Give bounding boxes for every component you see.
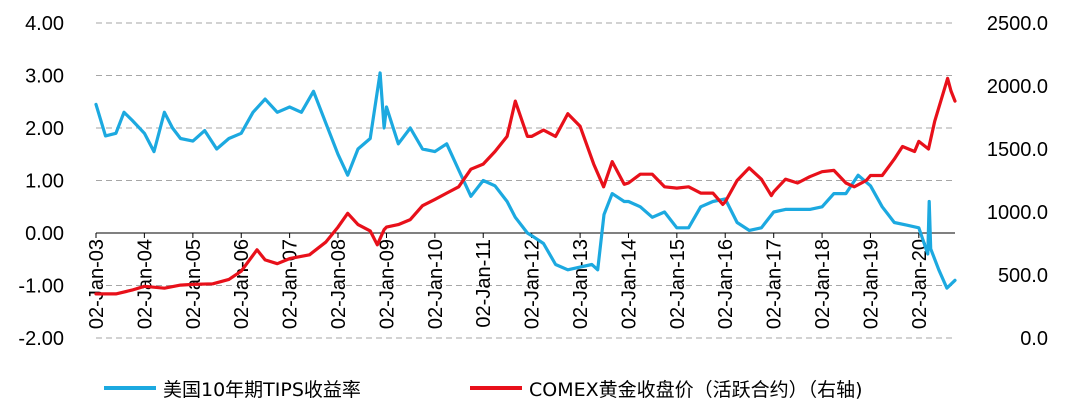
legend: 美国10年期TIPS收益率 COMEX黄金收盘价（活跃合约）（右轴)	[104, 379, 863, 401]
x-tick-label: 02-Jan-03	[86, 239, 108, 329]
x-tick-label: 02-Jan-10	[425, 239, 447, 329]
x-axis: 02-Jan-03 02-Jan-04 02-Jan-05 02-Jan-06 02-J…	[86, 232, 955, 329]
left-tick-label: 4.00	[25, 13, 64, 35]
x-tick-label: 02-Jan-12	[522, 239, 544, 329]
left-tick-label: 0.00	[25, 223, 64, 245]
x-tick-label: 02-Jan-17	[764, 239, 786, 329]
right-tick-label: 2500.0	[987, 13, 1048, 35]
x-tick-label: 02-Jan-07	[280, 239, 302, 329]
x-tick-label: 02-Jan-20	[909, 239, 931, 329]
right-tick-label: 2000.0	[987, 76, 1048, 98]
x-tick-label: 02-Jan-06	[231, 239, 253, 329]
right-tick-label: 0.0	[1020, 328, 1048, 350]
x-tick-label: 02-Jan-04	[134, 239, 156, 329]
x-tick-label: 02-Jan-11	[473, 239, 495, 328]
x-tick-label: 02-Jan-15	[667, 239, 689, 329]
right-tick-label: 1500.0	[987, 139, 1048, 161]
left-axis-tick-labels: 4.00 3.00 2.00 1.00 0.00 -1.00 -2.00	[18, 13, 64, 350]
x-tick-label: 02-Jan-14	[618, 239, 640, 329]
left-tick-label: 2.00	[25, 118, 64, 140]
left-tick-label: -2.00	[18, 328, 64, 350]
left-tick-label: 1.00	[25, 171, 64, 193]
right-tick-label: 1000.0	[987, 202, 1048, 224]
x-tick-label: 02-Jan-16	[715, 239, 737, 329]
left-tick-label: -1.00	[18, 276, 64, 298]
right-tick-label: 500.0	[998, 265, 1048, 287]
x-tick-label: 02-Jan-09	[376, 239, 398, 329]
legend-label: 美国10年期TIPS收益率	[163, 379, 361, 401]
series-lines	[94, 71, 957, 296]
left-tick-label: 3.00	[25, 66, 64, 88]
x-tick-label: 02-Jan-18	[812, 239, 834, 329]
series-line-comex-gold	[94, 76, 957, 296]
series-line-tips-yield	[94, 71, 957, 290]
x-tick-label: 02-Jan-08	[328, 239, 350, 329]
x-tick-label: 02-Jan-13	[570, 239, 592, 329]
right-axis-tick-labels: 2500.0 2000.0 1500.0 1000.0 500.0 0.0	[987, 13, 1048, 350]
x-tick-label: 02-Jan-19	[860, 239, 882, 329]
legend-label: COMEX黄金收盘价（活跃合约）（右轴)	[529, 379, 863, 401]
